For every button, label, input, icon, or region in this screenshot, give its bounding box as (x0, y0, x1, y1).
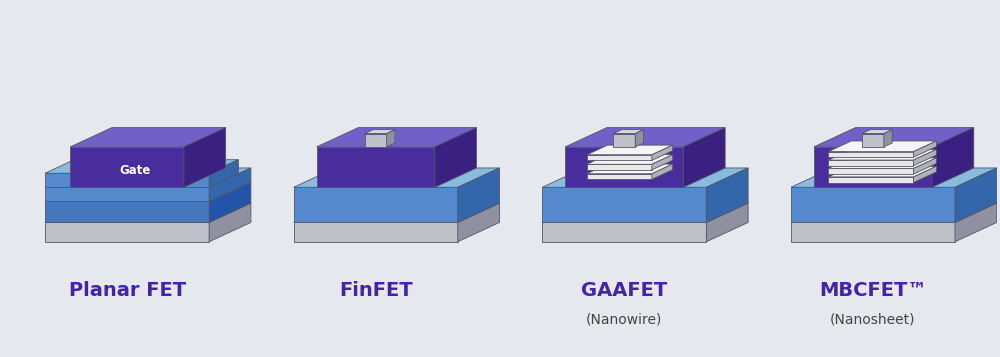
Polygon shape (387, 130, 395, 147)
Polygon shape (791, 168, 997, 187)
Polygon shape (613, 129, 646, 134)
Text: Planar FET: Planar FET (69, 281, 186, 301)
Polygon shape (70, 127, 226, 147)
Polygon shape (587, 155, 652, 160)
Polygon shape (209, 203, 251, 242)
Polygon shape (90, 181, 164, 187)
Polygon shape (458, 203, 500, 242)
Polygon shape (294, 168, 500, 187)
Polygon shape (209, 182, 251, 222)
Polygon shape (70, 147, 184, 187)
Polygon shape (955, 203, 997, 242)
Polygon shape (814, 147, 932, 187)
Polygon shape (913, 150, 936, 166)
Polygon shape (317, 147, 435, 187)
Polygon shape (613, 134, 635, 187)
Polygon shape (542, 187, 706, 222)
Polygon shape (828, 141, 936, 152)
Polygon shape (652, 164, 673, 179)
Text: GAAFET: GAAFET (581, 281, 667, 301)
Polygon shape (45, 168, 251, 187)
Polygon shape (365, 129, 397, 134)
Text: FinFET: FinFET (339, 281, 413, 301)
Polygon shape (365, 130, 395, 134)
Polygon shape (814, 127, 974, 147)
Polygon shape (913, 166, 936, 182)
Polygon shape (587, 164, 673, 174)
Polygon shape (828, 152, 913, 157)
Polygon shape (932, 127, 974, 187)
Polygon shape (587, 155, 673, 164)
Polygon shape (184, 127, 226, 187)
Polygon shape (458, 168, 500, 222)
Polygon shape (791, 187, 955, 222)
Polygon shape (45, 201, 209, 222)
Polygon shape (683, 127, 725, 187)
Polygon shape (955, 168, 997, 222)
Polygon shape (862, 130, 892, 134)
Polygon shape (828, 150, 936, 160)
Text: (Nanowire): (Nanowire) (586, 312, 662, 326)
Polygon shape (166, 173, 209, 187)
Polygon shape (706, 203, 748, 242)
Text: (Nanosheet): (Nanosheet) (830, 312, 916, 326)
Polygon shape (565, 147, 683, 187)
Polygon shape (884, 130, 892, 147)
Polygon shape (317, 127, 477, 147)
Polygon shape (365, 134, 387, 147)
Polygon shape (862, 129, 894, 134)
Polygon shape (913, 158, 936, 174)
Polygon shape (45, 173, 88, 187)
Polygon shape (613, 130, 644, 134)
Polygon shape (587, 174, 652, 179)
Polygon shape (88, 160, 117, 187)
Polygon shape (45, 222, 209, 242)
Polygon shape (45, 182, 251, 201)
Polygon shape (587, 164, 652, 170)
Polygon shape (635, 129, 646, 187)
Polygon shape (542, 203, 748, 222)
Polygon shape (862, 134, 884, 187)
Polygon shape (435, 127, 477, 187)
Polygon shape (294, 222, 458, 242)
Polygon shape (565, 127, 725, 147)
Text: Gate: Gate (119, 164, 151, 177)
Polygon shape (90, 169, 189, 181)
Polygon shape (45, 187, 209, 201)
Polygon shape (294, 203, 500, 222)
Polygon shape (209, 160, 238, 187)
Polygon shape (791, 203, 997, 222)
Polygon shape (652, 155, 673, 170)
Polygon shape (828, 158, 936, 169)
Polygon shape (828, 166, 936, 177)
Polygon shape (45, 160, 117, 173)
Polygon shape (884, 129, 894, 187)
Polygon shape (613, 134, 635, 147)
Polygon shape (209, 168, 251, 201)
Polygon shape (542, 168, 748, 187)
Polygon shape (587, 145, 673, 155)
Polygon shape (294, 187, 458, 222)
Polygon shape (542, 222, 706, 242)
Polygon shape (913, 141, 936, 157)
Polygon shape (387, 129, 397, 187)
Polygon shape (828, 169, 913, 174)
Polygon shape (635, 130, 644, 147)
Polygon shape (706, 168, 748, 222)
Polygon shape (862, 134, 884, 147)
Polygon shape (365, 134, 387, 187)
Polygon shape (166, 160, 238, 173)
Polygon shape (45, 203, 251, 222)
Polygon shape (828, 160, 913, 166)
Text: MBCFET™: MBCFET™ (819, 281, 927, 301)
Polygon shape (791, 222, 955, 242)
Polygon shape (164, 169, 189, 187)
Polygon shape (652, 145, 673, 160)
Polygon shape (828, 177, 913, 182)
